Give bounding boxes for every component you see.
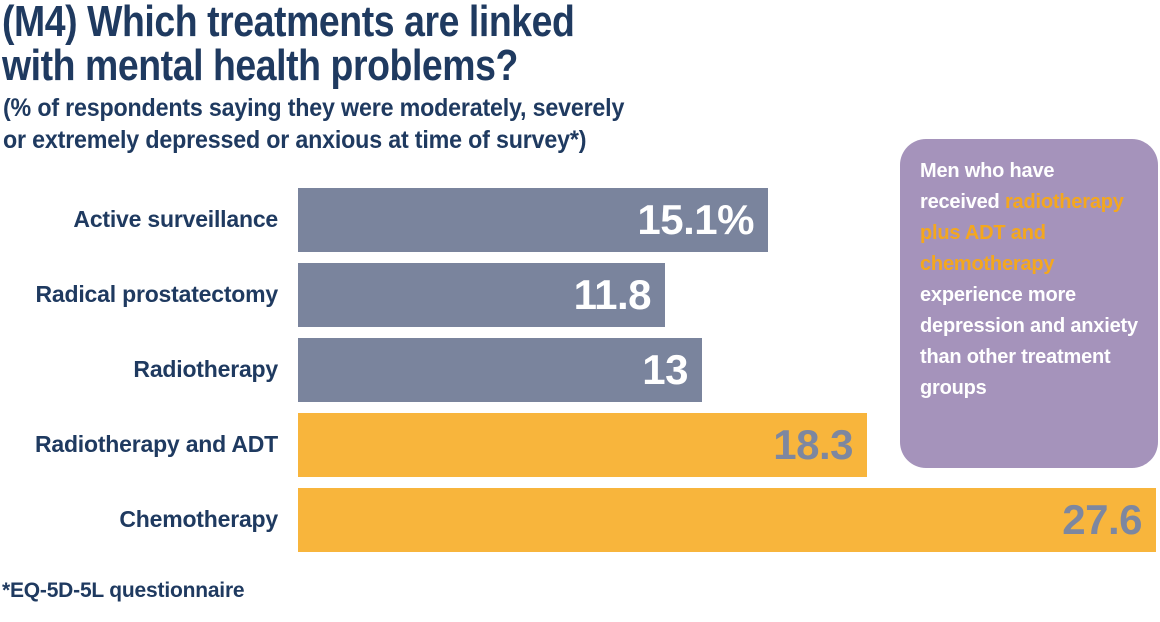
bar-label-radical-prostatectomy: Radical prostatectomy xyxy=(35,281,279,307)
callout-text-after: experience more depression and anxiety t… xyxy=(920,284,1138,399)
bar-label-active-surveillance: Active surveillance xyxy=(73,206,278,232)
bar-radiotherapy-and-adt: 18.3 xyxy=(298,412,867,477)
bar-active-surveillance: 15.1% xyxy=(298,187,768,252)
callout-box: Men who have received radiotherapy plus … xyxy=(900,139,1158,468)
subtitle-line-1: (% of respondents saying they were moder… xyxy=(3,94,625,122)
bar-value-chemotherapy: 27.6 xyxy=(1062,495,1142,543)
bar-label-radiotherapy: Radiotherapy xyxy=(133,356,278,382)
chart-row-active-surveillance: Active surveillance 15.1% xyxy=(0,182,1160,257)
bar-label-chemotherapy: Chemotherapy xyxy=(119,506,278,532)
title-line-2: with mental health problems? xyxy=(2,41,518,90)
subtitle-line-2: or extremely depressed or anxious at tim… xyxy=(3,126,587,154)
page-title: (M4) Which treatments are linked with me… xyxy=(2,0,675,88)
bar-value-radiotherapy: 13 xyxy=(642,345,688,393)
footnote: *EQ-5D-5L questionnaire xyxy=(2,579,245,602)
chart-row-chemotherapy: Chemotherapy 27.6 xyxy=(0,482,1160,557)
bar-radical-prostatectomy: 11.8 xyxy=(298,262,665,327)
chart-row-radical-prostatectomy: Radical prostatectomy 11.8 xyxy=(0,257,1160,332)
bar-label-radiotherapy-and-adt: Radiotherapy and ADT xyxy=(34,431,278,457)
bar-value-radiotherapy-and-adt: 18.3 xyxy=(773,420,853,468)
title-line-1: (M4) Which treatments are linked xyxy=(2,0,575,46)
bar-value-active-surveillance: 15.1% xyxy=(637,195,754,243)
bar-chart: Active surveillance 15.1% Radical prostate… xyxy=(0,182,1160,557)
chart-row-radiotherapy: Radiotherapy 13 xyxy=(0,332,1160,407)
bar-radiotherapy: 13 xyxy=(298,337,702,402)
callout-text-before: Men who have received xyxy=(920,160,1055,213)
chart-subtitle: (% of respondents saying they were moder… xyxy=(3,92,671,156)
bar-chemotherapy: 27.6 xyxy=(298,487,1156,552)
chart-row-radiotherapy-and-adt: Radiotherapy and ADT 18.3 xyxy=(0,407,1160,482)
callout-text-highlight: radiotherapy plus ADT and chemotherapy xyxy=(920,191,1124,275)
bar-value-radical-prostatectomy: 11.8 xyxy=(573,270,652,318)
